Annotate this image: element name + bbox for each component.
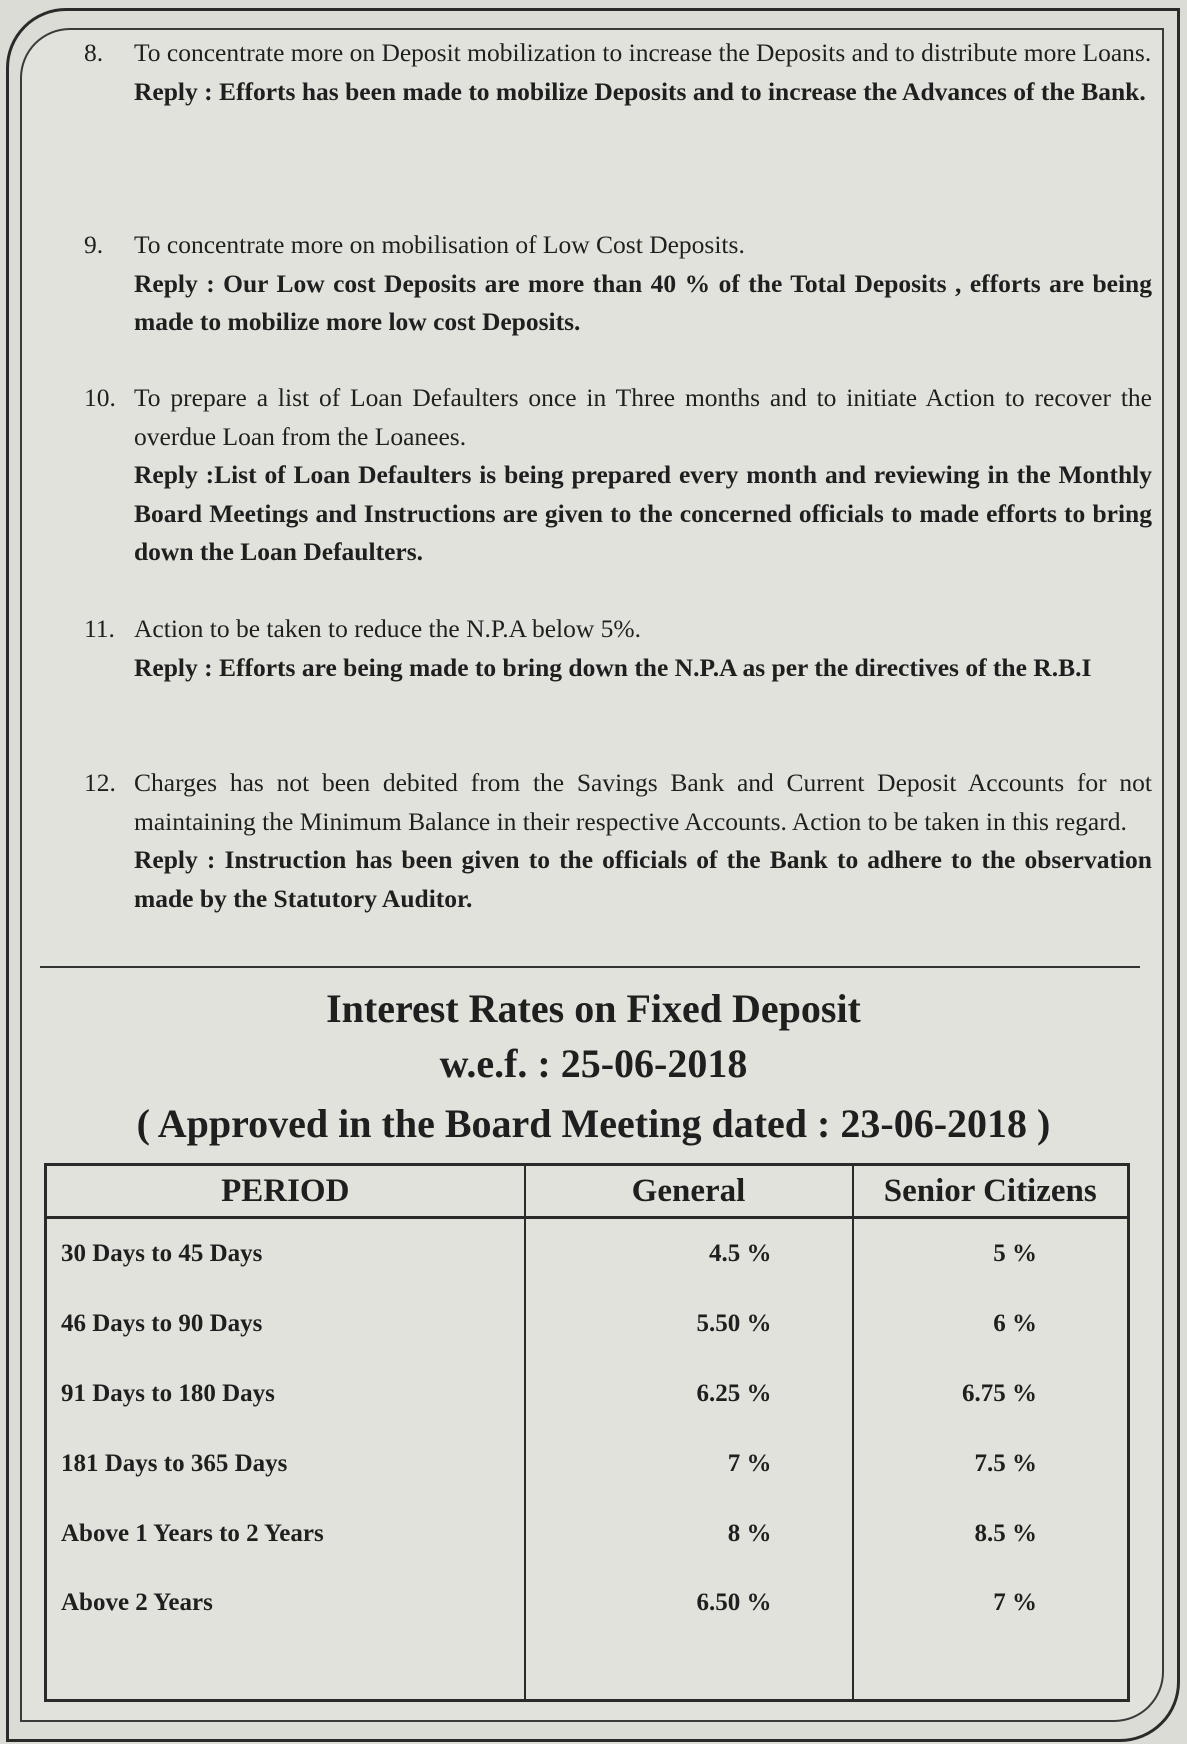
outer-border — [6, 8, 1180, 1742]
item-10: 10. To prepare a list of Loan Defaulters… — [84, 379, 1152, 572]
item-12: 12. Charges has not been debited from th… — [84, 764, 1152, 918]
rates-wef: w.e.f. : 25-06-2018 — [439, 1041, 748, 1086]
cell-senior: 7.5 % — [851, 1429, 1130, 1499]
item-number: 9. — [84, 230, 104, 259]
cell-senior: 7 % — [851, 1569, 1130, 1701]
item-number: 12. — [84, 768, 116, 797]
cell-senior: 6.75 % — [851, 1359, 1130, 1429]
cell-period: 181 Days to 365 Days — [44, 1429, 526, 1499]
table-row: 46 Days to 90 Days 5.50 % 6 % — [44, 1289, 1130, 1359]
rates-table: PERIOD General Senior Citizens 30 Days t… — [44, 1163, 1130, 1702]
header-general: General — [523, 1163, 854, 1219]
cell-general: 6.50 % — [523, 1569, 854, 1701]
item-number: 11. — [84, 614, 115, 643]
item-text: Charges has not been debited from the Sa… — [134, 768, 1152, 836]
cell-general: 5.50 % — [523, 1289, 854, 1359]
cell-period: Above 2 Years — [44, 1569, 526, 1701]
cell-general: 6.25 % — [523, 1359, 854, 1429]
cell-period: 46 Days to 90 Days — [44, 1289, 526, 1359]
table-row: Above 1 Years to 2 Years 8 % 8.5 % — [44, 1499, 1130, 1569]
cell-period: 30 Days to 45 Days — [44, 1217, 526, 1289]
item-reply: Reply : Instruction has been given to th… — [134, 845, 1152, 913]
rates-approved: ( Approved in the Board Meeting dated : … — [136, 1101, 1051, 1146]
divider — [40, 966, 1140, 968]
rates-title: Interest Rates on Fixed Deposit — [326, 986, 861, 1031]
item-8: 8. To concentrate more on Deposit mobili… — [84, 34, 1152, 111]
cell-period: Above 1 Years to 2 Years — [44, 1499, 526, 1569]
item-reply: Reply : Our Low cost Deposits are more t… — [134, 268, 1152, 337]
cell-general: 7 % — [523, 1429, 854, 1499]
item-text: To concentrate more on Deposit mobilizat… — [134, 38, 1152, 67]
item-text: Action to be taken to reduce the N.P.A b… — [134, 614, 642, 643]
item-reply: Reply : Efforts has been made to mobiliz… — [134, 76, 1146, 106]
item-9: 9. To concentrate more on mobilisation o… — [84, 226, 1152, 342]
item-text: To concentrate more on mobilisation of L… — [134, 230, 745, 259]
header-period: PERIOD — [44, 1163, 526, 1219]
cell-general: 4.5 % — [523, 1217, 854, 1289]
cell-senior: 8.5 % — [851, 1499, 1130, 1569]
table-row: 30 Days to 45 Days 4.5 % 5 % — [44, 1217, 1130, 1289]
header-senior: Senior Citizens — [851, 1163, 1130, 1219]
cell-senior: 5 % — [851, 1217, 1130, 1289]
table-row: 91 Days to 180 Days 6.25 % 6.75 % — [44, 1359, 1130, 1429]
cell-senior: 6 % — [851, 1289, 1130, 1359]
item-text: To prepare a list of Loan Defaulters onc… — [134, 383, 1152, 451]
table-row: 181 Days to 365 Days 7 % 7.5 % — [44, 1429, 1130, 1499]
cell-general: 8 % — [523, 1499, 854, 1569]
item-11: 11. Action to be taken to reduce the N.P… — [84, 610, 1152, 687]
item-reply: Reply : Efforts are being made to bring … — [134, 652, 1092, 682]
item-number: 10. — [84, 383, 116, 412]
item-reply: Reply :List of Loan Defaulters is being … — [134, 460, 1152, 566]
item-number: 8. — [84, 38, 104, 67]
table-row: Above 2 Years 6.50 % 7 % — [44, 1569, 1130, 1701]
cell-period: 91 Days to 180 Days — [44, 1359, 526, 1429]
